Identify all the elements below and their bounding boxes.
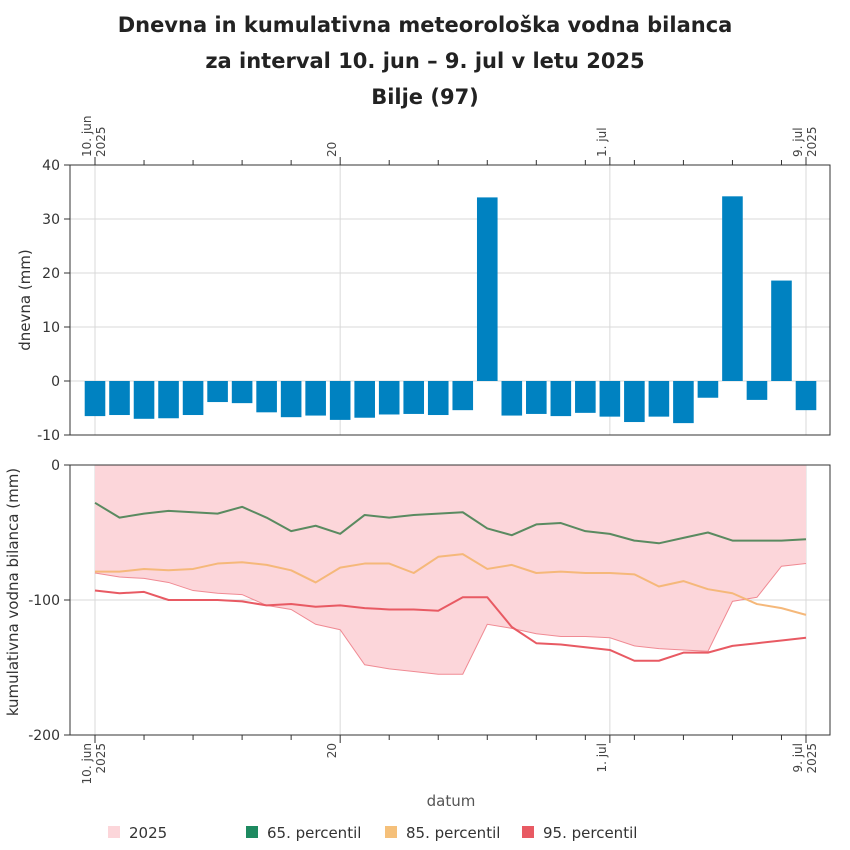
daily-y-tick-label: 10 [42,320,60,336]
chart-title: Dnevna in kumulativna meteorološka vodna… [118,13,733,109]
daily-bar [648,381,670,417]
cumulative-y-tick-label: -200 [28,728,60,744]
daily-bar [133,381,155,419]
percentile-lines [94,501,807,662]
daily-bar [575,381,596,413]
daily-bar [599,381,621,417]
daily-bar [476,197,498,381]
daily-y-tick-label: 0 [51,374,60,390]
cumulative-x-tick-label: 2025 [805,743,819,774]
daily-bar [256,381,277,413]
title-line-1: Dnevna in kumulativna meteorološka vodna… [118,13,733,37]
legend-label: 65. percentil [267,824,361,842]
daily-bar [501,381,523,416]
daily-x-ticks: 10. jun 2025 20 1. jul 9. jul 2025 [80,116,819,165]
x-axis-label: datum [427,792,476,810]
daily-y-tick-label: 30 [42,212,60,228]
daily-x-tick-label: 2025 [805,126,819,157]
cumulative-x-tick-label: 10. jun [80,743,94,784]
title-line-3: Bilje (97) [371,85,479,109]
daily-x-tick-label: 1. jul [595,127,609,157]
area-2025-fill [95,465,806,675]
area-2025-edge [94,563,807,675]
daily-x-tick-label: 2025 [94,126,108,157]
daily-bar [746,381,768,400]
daily-bar [109,381,130,416]
daily-bar [231,381,253,404]
daily-y-axis-label: dnevna (mm) [16,249,34,351]
daily-x-tick-label: 20 [325,142,339,157]
cumulative-x-tick-label: 1. jul [595,743,609,773]
cumulative-x-ticks: 10. jun 2025 20 1. jul 9. jul 2025 [80,735,819,784]
daily-x-tick-label: 10. jun [80,116,94,157]
area-2025 [94,465,807,675]
daily-y-tick-label: -10 [37,428,60,444]
series-line-95-percentil [94,589,807,662]
daily-bar [526,381,547,414]
daily-bar [280,381,302,418]
daily-bar [722,196,743,381]
daily-bar [427,381,449,416]
daily-bar [305,381,326,416]
daily-bar [452,381,474,411]
daily-bars [84,196,817,424]
daily-x-tick-label: 9. jul [791,127,805,157]
daily-y-tick-label: 40 [42,158,60,174]
daily-bar [182,381,204,416]
daily-bar [697,381,719,398]
cumulative-y-axis-label: kumulativna vodna bilanca (mm) [4,468,22,716]
daily-y-ticks: -10 0 10 20 30 40 [37,158,70,444]
legend-label: 85. percentil [406,824,500,842]
daily-bar [84,381,106,417]
cumulative-y-tick-label: -100 [28,593,60,609]
series-line-85-percentil [95,553,807,616]
cumulative-y-tick-label: 0 [51,458,60,474]
cumulative-x-tick-label: 9. jul [791,743,805,773]
daily-bar [771,280,792,381]
legend-swatch [246,826,258,838]
legend-swatch [108,826,120,838]
legend-label: 2025 [129,824,167,842]
cumulative-x-tick-label: 2025 [94,743,108,774]
series-line-65-percentil [94,501,807,545]
title-line-2: za interval 10. jun – 9. jul v letu 2025 [205,49,644,73]
daily-bar [624,381,645,423]
cumulative-x-tick-label: 20 [325,743,339,758]
daily-bar [795,381,817,411]
daily-bar [673,381,694,424]
daily-y-tick-label: 20 [42,266,60,282]
daily-bar [329,381,351,420]
daily-frame [69,164,831,436]
daily-bar [354,381,375,418]
legend: 2025 65. percentil 85. percentil 95. percen… [108,824,637,842]
legend-swatch [385,826,397,838]
daily-bar [158,381,179,419]
legend-swatch [522,826,534,838]
daily-bar [403,381,425,414]
daily-bar [378,381,400,415]
cumulative-y-ticks: -200 -100 0 [28,458,70,744]
daily-bar [550,381,572,417]
daily-bar [207,381,228,403]
legend-label: 95. percentil [543,824,637,842]
